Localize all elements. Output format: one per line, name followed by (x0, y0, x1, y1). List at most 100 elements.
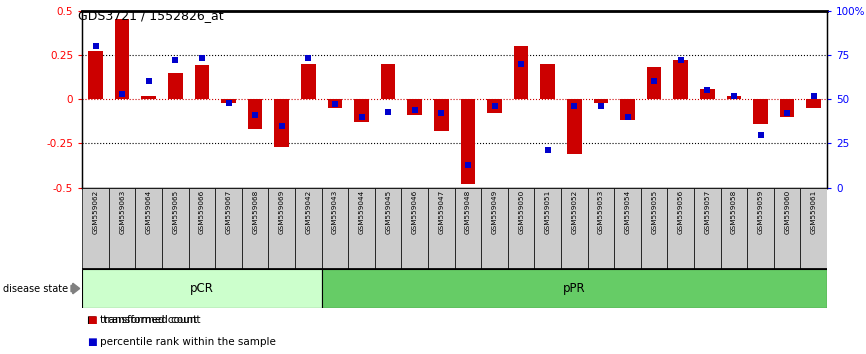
Text: GSM559042: GSM559042 (306, 190, 312, 234)
Point (142, 79, 156, 84)
Bar (428, 188, 455, 269)
Point (461, 162, 475, 167)
Bar (747, 188, 774, 269)
Point (88, 43, 102, 49)
Bar (641, 188, 668, 269)
Bar (115, 19, 130, 99)
Bar (82, 188, 109, 269)
Bar (540, 64, 555, 99)
Point (354, 114, 368, 120)
Bar (248, 99, 262, 129)
Bar (348, 188, 375, 269)
Bar (721, 188, 747, 269)
Text: GDS3721 / 1552826_at: GDS3721 / 1552826_at (78, 9, 223, 22)
Text: GSM559052: GSM559052 (572, 190, 578, 234)
Text: GSM559044: GSM559044 (359, 190, 365, 234)
Text: disease state: disease state (3, 284, 68, 293)
Point (594, 103, 608, 109)
Bar (774, 188, 800, 269)
Text: GSM559048: GSM559048 (465, 190, 471, 234)
Point (275, 123, 288, 129)
Point (408, 107, 422, 113)
Text: ■: ■ (87, 315, 96, 325)
Bar (109, 188, 135, 269)
Bar (700, 88, 714, 99)
Bar (674, 60, 688, 99)
Bar (488, 99, 502, 113)
Point (647, 79, 661, 84)
Bar (806, 99, 821, 108)
Bar (455, 188, 481, 269)
Text: GSM559055: GSM559055 (651, 190, 657, 234)
Text: GSM559054: GSM559054 (624, 190, 630, 234)
Text: GSM559058: GSM559058 (731, 190, 737, 234)
Bar (534, 188, 561, 269)
Bar (727, 96, 741, 99)
Bar (561, 188, 588, 269)
Text: GSM559067: GSM559067 (225, 190, 231, 234)
Point (195, 56, 209, 61)
Text: ■  transformed count: ■ transformed count (87, 315, 200, 325)
Text: GSM559046: GSM559046 (411, 190, 417, 234)
Point (514, 61, 528, 67)
Point (381, 109, 395, 114)
Bar (614, 188, 641, 269)
Text: GSM559047: GSM559047 (438, 190, 444, 234)
Text: GSM559050: GSM559050 (518, 190, 524, 234)
Text: percentile rank within the sample: percentile rank within the sample (100, 337, 275, 347)
Bar (647, 67, 662, 99)
Bar (141, 96, 156, 99)
Text: GSM559064: GSM559064 (145, 190, 152, 234)
Bar (381, 64, 396, 99)
Bar (195, 65, 210, 99)
Bar (694, 188, 721, 269)
Bar (295, 188, 321, 269)
Text: GSM559053: GSM559053 (598, 190, 604, 234)
Text: GSM559051: GSM559051 (545, 190, 551, 234)
Bar (593, 99, 608, 103)
Bar (407, 99, 422, 115)
Bar (354, 99, 369, 122)
Bar (135, 188, 162, 269)
Point (674, 57, 688, 63)
Text: GSM559045: GSM559045 (385, 190, 391, 234)
Bar (753, 99, 768, 124)
Bar (507, 188, 534, 269)
Bar (189, 188, 216, 269)
Text: transformed count: transformed count (100, 315, 197, 325)
Bar (779, 99, 794, 117)
Bar (461, 99, 475, 184)
Point (222, 100, 236, 105)
Bar (800, 188, 827, 269)
Text: pCR: pCR (190, 282, 214, 295)
Bar (321, 188, 348, 269)
Text: GSM559065: GSM559065 (172, 190, 178, 234)
Bar (567, 99, 582, 154)
Text: GSM559062: GSM559062 (93, 190, 99, 234)
Bar (402, 188, 428, 269)
Point (301, 56, 315, 61)
Bar (514, 46, 528, 99)
Point (540, 148, 554, 153)
Text: ■: ■ (87, 337, 96, 347)
Point (701, 87, 714, 93)
Bar (588, 188, 614, 269)
Bar (327, 99, 342, 108)
Text: GSM559059: GSM559059 (758, 190, 764, 234)
Point (621, 114, 635, 120)
Bar (242, 188, 268, 269)
Bar (321, 269, 827, 308)
Text: GSM559043: GSM559043 (332, 190, 338, 234)
Point (567, 103, 581, 109)
Text: GSM559069: GSM559069 (279, 190, 285, 234)
Text: GSM559061: GSM559061 (811, 190, 817, 234)
Bar (301, 64, 316, 99)
Point (753, 132, 767, 137)
Text: GSM559057: GSM559057 (704, 190, 710, 234)
Bar (375, 188, 402, 269)
Bar (268, 188, 295, 269)
Bar (216, 188, 242, 269)
Bar (162, 188, 189, 269)
Bar (88, 51, 103, 99)
Point (727, 93, 740, 98)
